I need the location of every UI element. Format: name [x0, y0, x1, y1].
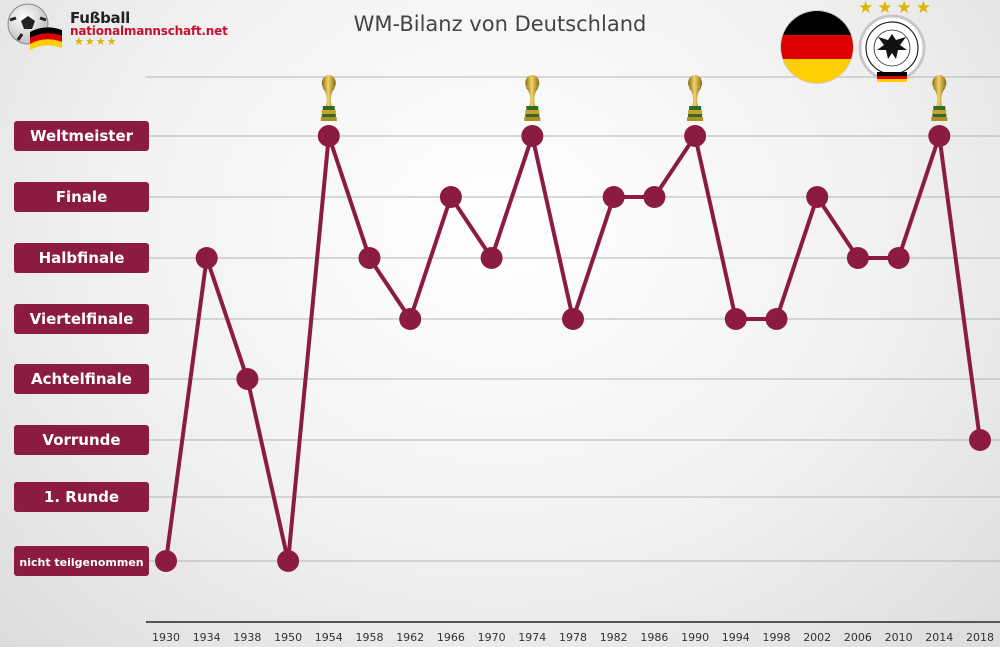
level-label: nicht teilgenommen [14, 546, 149, 576]
level-label-box [14, 243, 149, 273]
level-label-text: Vorrunde [42, 431, 120, 449]
x-tick-label: 1990 [681, 631, 709, 644]
level-label-box [14, 364, 149, 394]
logo-flag-icon [30, 27, 62, 50]
level-label: Viertelfinale [14, 304, 149, 334]
data-point [480, 247, 503, 269]
dfb-eagle-badge-icon [858, 14, 926, 82]
x-tick-label: 2014 [925, 631, 953, 644]
x-tick-labels: 1930 1934 1938 1950 1954 1958 1962 1966 1970 1974… [152, 631, 994, 644]
level-label: Finale [14, 182, 149, 212]
x-tick-label: 1994 [722, 631, 750, 644]
x-tick-label: 1950 [274, 631, 302, 644]
logo-stars: ★★★★ [74, 35, 118, 48]
x-tick-label: 1930 [152, 631, 180, 644]
data-point [439, 186, 462, 208]
dfb-stars: ★★★★ [858, 0, 935, 18]
world-cup-trophy-icon [687, 75, 704, 121]
x-tick-label: 1938 [233, 631, 261, 644]
data-point [317, 125, 340, 147]
level-label-box [14, 482, 149, 512]
level-label-text: Weltmeister [30, 127, 134, 145]
x-tick-label: 1982 [600, 631, 628, 644]
x-tick-label: 1954 [315, 631, 343, 644]
x-tick-label: 1934 [193, 631, 221, 644]
level-label-text: nicht teilgenommen [19, 556, 143, 569]
data-point [806, 186, 829, 208]
level-label: 1. Runde [14, 482, 149, 512]
data-points [155, 125, 991, 572]
x-tick-label: 2006 [844, 631, 872, 644]
world-cup-trophy-icon [320, 75, 337, 121]
level-label-box [14, 304, 149, 334]
level-label-box [14, 425, 149, 455]
logo-name-line1: Fußball [70, 9, 131, 27]
data-point [887, 247, 910, 269]
logo-name-line2: nationalmannschaft.net [70, 24, 228, 38]
level-label: Achtelfinale [14, 364, 149, 394]
x-tick-label: 1966 [437, 631, 465, 644]
data-point [277, 550, 300, 572]
level-label-box [14, 182, 149, 212]
data-point [724, 308, 747, 330]
level-labels: nicht teilgenommen 1. Runde Vorrunde Achtel… [14, 121, 149, 576]
germany-flag-icon [780, 10, 854, 84]
x-tick-label: 1958 [356, 631, 384, 644]
data-point [928, 125, 951, 147]
data-point [358, 247, 381, 269]
level-label-text: Finale [56, 188, 108, 206]
data-point [846, 247, 869, 269]
x-tick-label: 1970 [478, 631, 506, 644]
level-label: Halbfinale [14, 243, 149, 273]
world-cup-trophy-icon [931, 75, 948, 121]
page-title: WM-Bilanz von Deutschland [353, 12, 647, 36]
x-tick-label: 2018 [966, 631, 994, 644]
site-logo[interactable]: Fußball nationalmannschaft.net ★★★★ [4, 3, 228, 53]
x-tick-label: 1986 [640, 631, 668, 644]
data-point [521, 125, 544, 147]
data-point [399, 308, 422, 330]
data-point [969, 429, 991, 451]
data-point [195, 247, 218, 269]
x-tick-label: 1998 [763, 631, 791, 644]
data-point [562, 308, 584, 330]
data-point [643, 186, 666, 208]
data-point [236, 368, 259, 390]
trophy-icons [320, 75, 948, 121]
x-tick-label: 2002 [803, 631, 831, 644]
x-tick-label: 1962 [396, 631, 424, 644]
level-label: Vorrunde [14, 425, 149, 455]
data-point [155, 550, 177, 572]
world-cup-trophy-icon [524, 75, 541, 121]
level-label-text: Viertelfinale [30, 310, 134, 328]
level-label-text: Achtelfinale [31, 370, 132, 388]
data-point [765, 308, 788, 330]
data-point [602, 186, 625, 208]
data-point [684, 125, 707, 147]
level-label-box [14, 546, 149, 576]
x-tick-label: 2010 [885, 631, 913, 644]
x-tick-label: 1978 [559, 631, 587, 644]
level-label: Weltmeister [14, 121, 149, 151]
level-label-text: 1. Runde [44, 488, 119, 506]
x-tick-label: 1974 [518, 631, 546, 644]
level-label-text: Halbfinale [39, 249, 125, 267]
level-label-box [14, 121, 149, 151]
